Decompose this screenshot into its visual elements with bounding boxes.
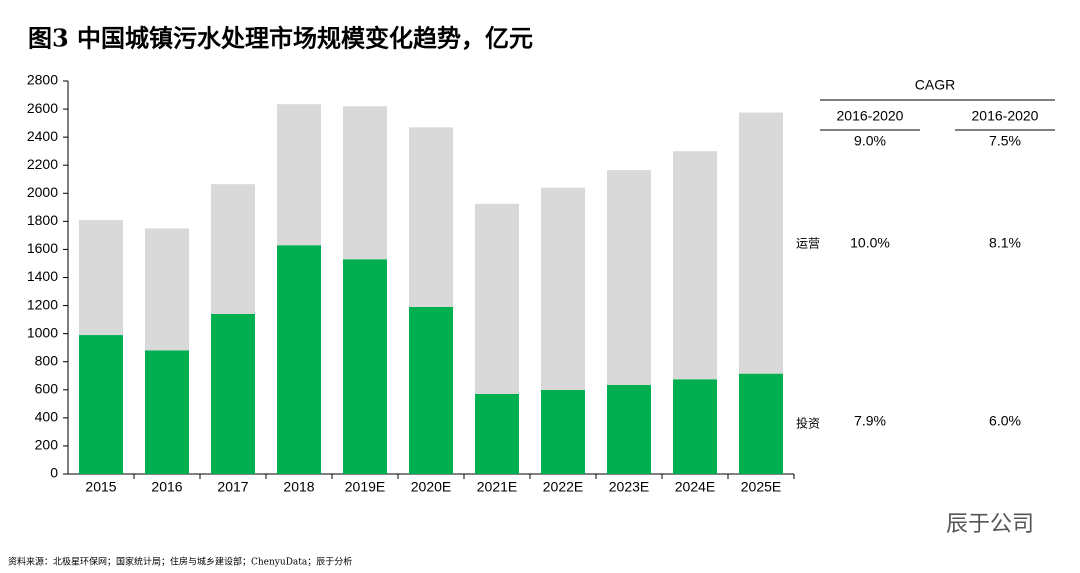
x-tick-label: 2023E <box>609 479 649 495</box>
table-cell: 9.0% <box>854 133 886 149</box>
table-cell: 10.0% <box>850 235 890 251</box>
bar-segment <box>79 219 123 336</box>
x-tick-label: 2017 <box>217 479 248 495</box>
bar-segment <box>673 151 717 380</box>
watermark: 辰于公司 <box>946 511 1034 536</box>
y-tick-label: 1800 <box>27 212 58 228</box>
bar-segment <box>409 127 453 307</box>
table-title: CAGR <box>915 77 955 93</box>
row-label: 运营 <box>796 237 820 251</box>
bar-segment <box>145 228 189 351</box>
source-note: 资料来源：北极星环保网；国家统计局；住房与城乡建设部；ChenyuData；辰于… <box>8 556 352 568</box>
bar-segment <box>475 393 519 474</box>
bar-segment <box>211 313 255 474</box>
bar-segment <box>211 184 255 314</box>
y-tick-label: 200 <box>35 437 59 453</box>
y-tick-label: 1600 <box>27 240 58 256</box>
y-tick-label: 400 <box>35 409 59 425</box>
x-tick-label: 2025E <box>741 479 781 495</box>
y-tick-label: 2200 <box>27 156 58 172</box>
x-tick-label: 2022E <box>543 479 583 495</box>
bar-segment <box>145 350 189 474</box>
row-label: 投资 <box>796 416 820 431</box>
y-tick-label: 2600 <box>27 100 58 116</box>
y-tick-label: 0 <box>50 465 58 481</box>
x-tick-label: 2020E <box>411 479 451 495</box>
x-tick-label: 2015 <box>85 479 116 495</box>
bar-segment <box>343 106 387 260</box>
x-tick-label: 2018 <box>283 479 314 495</box>
bar-segment <box>277 104 321 246</box>
table-cell: 8.1% <box>989 235 1021 251</box>
bar-segment <box>475 203 519 394</box>
bar-segment <box>739 373 783 474</box>
table-cell: 7.9% <box>854 413 886 429</box>
x-tick-label: 2024E <box>675 479 715 495</box>
bar-segment <box>409 306 453 474</box>
table-cell: 6.0% <box>989 413 1021 429</box>
bar-segment <box>277 245 321 474</box>
bar-segment <box>541 187 585 390</box>
bar-segment <box>607 170 651 385</box>
y-tick-label: 1200 <box>27 296 58 312</box>
bar-segment <box>607 384 651 474</box>
bar-segment <box>79 335 123 474</box>
column-header: 2016-2020 <box>972 108 1039 124</box>
bar-segment <box>541 389 585 474</box>
y-tick-label: 2400 <box>27 128 58 144</box>
x-tick-label: 2019E <box>345 479 385 495</box>
table-cell: 7.5% <box>989 133 1021 149</box>
column-header: 2016-2020 <box>837 108 904 124</box>
bar-segment <box>343 259 387 474</box>
y-tick-label: 2000 <box>27 184 58 200</box>
bar-segment <box>673 379 717 474</box>
chart-title: 图3 中国城镇污水处理市场规模变化趋势，亿元 <box>28 24 533 53</box>
y-tick-label: 1400 <box>27 268 58 284</box>
x-tick-label: 2016 <box>151 479 182 495</box>
x-tick-label: 2021E <box>477 479 517 495</box>
bar-segment <box>739 112 783 374</box>
y-tick-label: 1000 <box>27 324 58 340</box>
y-tick-label: 2800 <box>27 72 58 88</box>
y-tick-label: 800 <box>35 352 59 368</box>
y-tick-label: 600 <box>35 380 59 396</box>
